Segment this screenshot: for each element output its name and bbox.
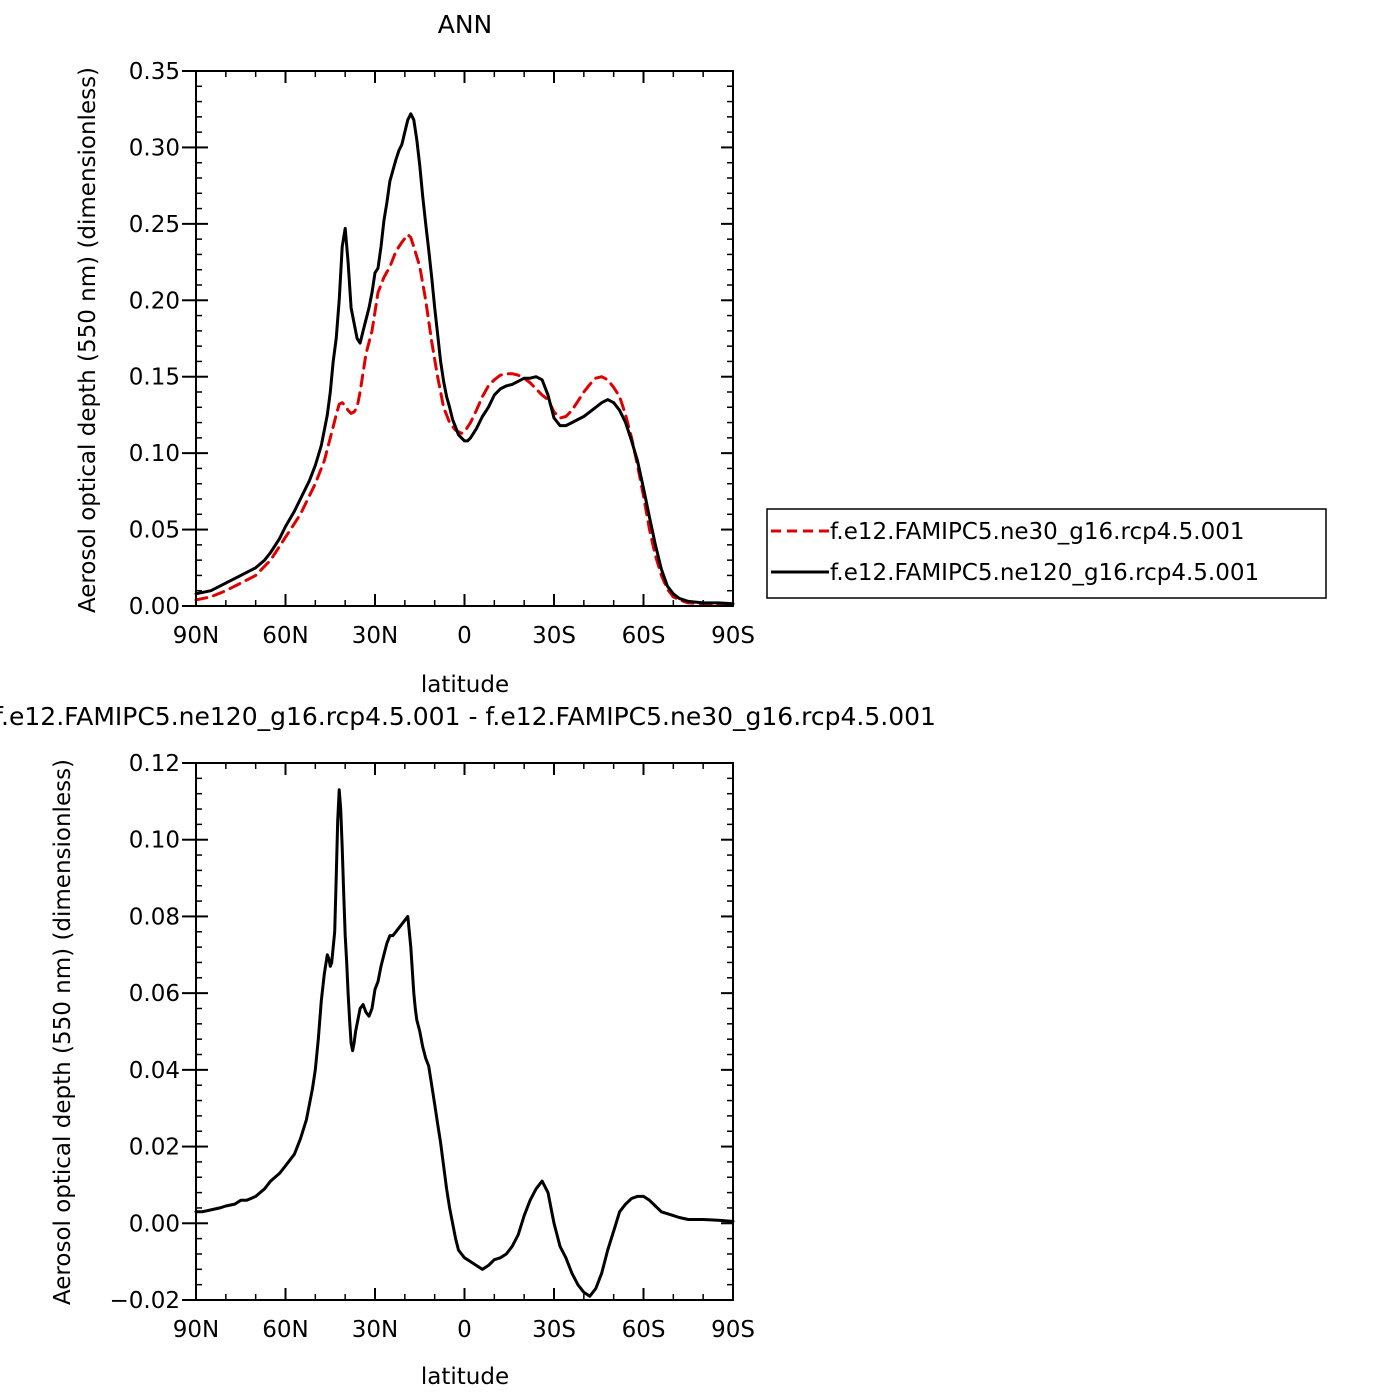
top-series-line-f-e12-famipc5-ne30-g16-rcp4-5-001: [194, 233, 735, 606]
bottom-plot-frame: [195, 762, 734, 1301]
bottom-x-tick-label: 60S: [622, 1317, 666, 1343]
bottom-x-axis-title: latitude: [421, 1364, 509, 1390]
bottom-panel: f.e12.FAMIPC5.ne120_g16.rcp4.5.001 - f.e…: [0, 702, 936, 1390]
bottom-y-axis-title: Aerosol optical depth (550 nm) (dimensio…: [50, 759, 76, 1305]
bottom-y-tick-label: 0.08: [129, 904, 180, 930]
bottom-y-tick-label: 0.02: [129, 1135, 180, 1161]
top-legend: f.e12.FAMIPC5.ne30_g16.rcp4.5.001 f.e12.…: [766, 508, 1327, 599]
top-y-tick-label: 0.05: [129, 518, 180, 544]
bottom-y-tick-label: 0.00: [129, 1211, 180, 1237]
top-y-tick-label: 0.20: [129, 288, 180, 314]
top-series-line-f-e12-famipc5-ne120-g16-rcp4-5-001: [194, 112, 735, 606]
bottom-y-tick-label: −0.02: [110, 1288, 180, 1314]
bottom-y-tick-label: 0.06: [129, 981, 180, 1007]
top-plot-frame: [195, 70, 734, 607]
top-x-tick-label: 60S: [622, 623, 666, 649]
top-y-tick-label: 0.35: [129, 59, 180, 85]
bottom-x-tick-label: 90S: [711, 1317, 755, 1343]
bottom-x-tick-label: 60N: [262, 1317, 308, 1343]
bottom-x-tick-label: 30N: [352, 1317, 398, 1343]
legend-label-ne120: f.e12.FAMIPC5.ne120_g16.rcp4.5.001: [830, 560, 1259, 586]
legend-label-ne30: f.e12.FAMIPC5.ne30_g16.rcp4.5.001: [830, 519, 1244, 545]
top-x-tick-label: 90N: [173, 623, 219, 649]
bottom-series-group: [194, 788, 735, 1298]
top-plot-title: ANN: [438, 10, 493, 39]
top-x-tick-label: 90S: [711, 623, 755, 649]
bottom-ticks-group: 90N 60N 30N 0 30S 60S 90S −0.02 0.00 0.02 0.04 0.06…: [110, 751, 755, 1343]
top-y-tick-label: 0.10: [129, 441, 180, 467]
bottom-series-line-0: [194, 788, 735, 1298]
top-y-tick-label: 0.30: [129, 135, 180, 161]
top-y-tick-label: 0.25: [129, 212, 180, 238]
bottom-x-tick-label: 0: [457, 1317, 472, 1343]
bottom-plot-title: f.e12.FAMIPC5.ne120_g16.rcp4.5.001 - f.e…: [0, 702, 936, 731]
top-x-tick-label: 30S: [532, 623, 576, 649]
top-y-tick-label: 0.15: [129, 365, 180, 391]
top-x-axis-title: latitude: [421, 672, 509, 698]
bottom-y-tick-label: 0.04: [129, 1058, 180, 1084]
top-x-tick-label: 60N: [262, 623, 308, 649]
bottom-y-tick-label: 0.12: [129, 751, 180, 777]
bottom-x-tick-label: 30S: [532, 1317, 576, 1343]
legend-box: [766, 508, 1327, 599]
top-y-axis-title: Aerosol optical depth (550 nm) (dimensio…: [75, 67, 101, 613]
top-y-tick-label: 0.00: [129, 594, 180, 620]
top-series-group: [194, 112, 735, 606]
bottom-x-tick-label: 90N: [173, 1317, 219, 1343]
top-ticks-group: 90N 60N 30N 0 30S 60S 90S 0.00 0.05 0.10 0.15 0.20 0…: [129, 59, 755, 649]
bottom-y-tick-label: 0.10: [129, 828, 180, 854]
top-x-tick-label: 30N: [352, 623, 398, 649]
top-x-tick-label: 0: [457, 623, 472, 649]
top-panel: ANN Aerosol optical depth (550 nm) (dime…: [75, 10, 1327, 698]
